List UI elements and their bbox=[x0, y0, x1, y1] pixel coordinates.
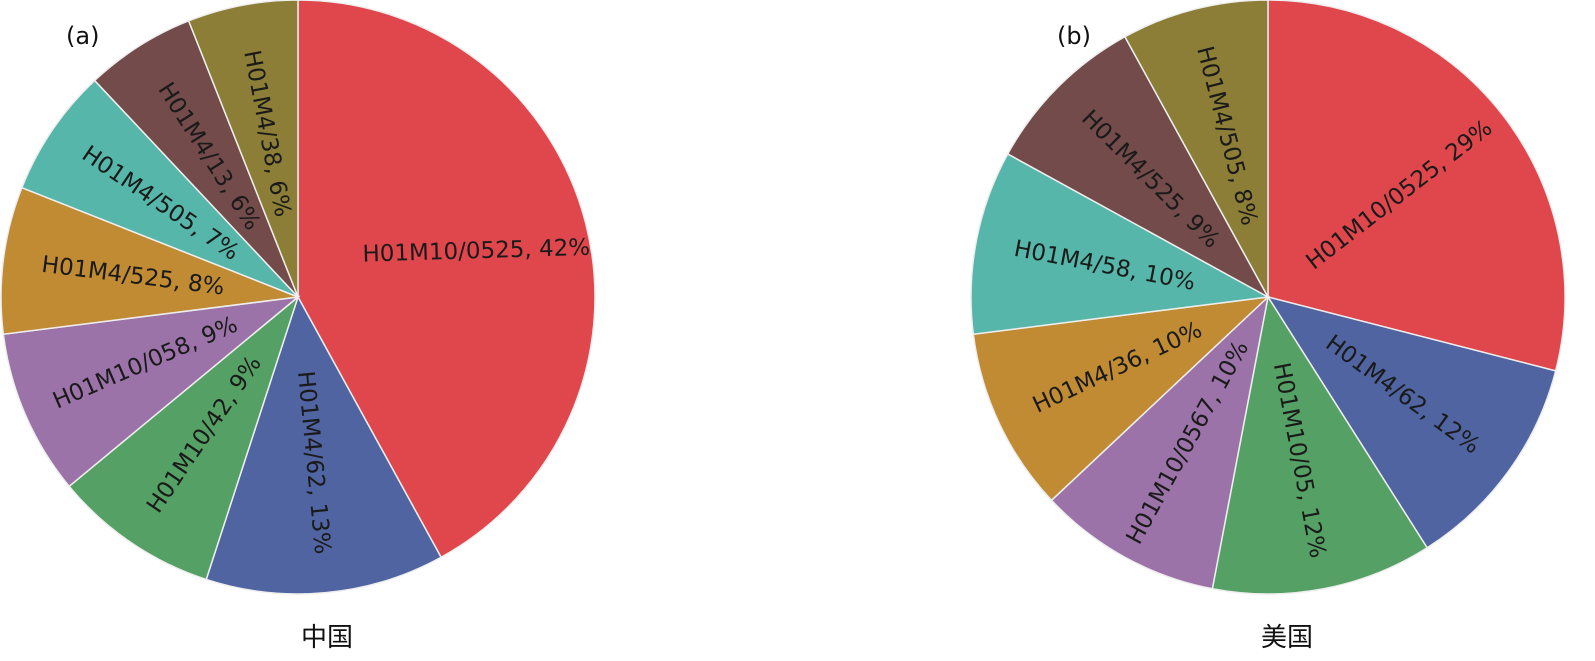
pie-b-slice-5 bbox=[972, 295, 1271, 502]
pie-b-slice-4 bbox=[1050, 294, 1270, 590]
pie-a-slice-3 bbox=[68, 294, 300, 581]
pie-b-slice-2 bbox=[1266, 295, 1557, 549]
pie-b-slice-7 bbox=[1006, 35, 1270, 299]
pie-a-slice-6 bbox=[20, 79, 299, 298]
pie-b-slice-1 bbox=[1267, 0, 1566, 372]
pie-a-slice-4 bbox=[2, 295, 301, 488]
caption-a: 中国 bbox=[301, 623, 353, 653]
pie-a-slice-5 bbox=[0, 186, 299, 336]
pie-a-slice-2 bbox=[205, 295, 443, 595]
caption-b: 美国 bbox=[1261, 623, 1313, 653]
pie-b-slice-8 bbox=[1123, 0, 1269, 298]
pie-a-slice-1 bbox=[297, 0, 596, 559]
pie-b-slice-6 bbox=[970, 152, 1271, 336]
pie-b-slice-3 bbox=[1211, 294, 1429, 595]
pie-chart-b: H01M10/0525, 29%H01M4/62, 12%H01M10/05, … bbox=[970, 0, 1566, 595]
pie-chart-a: H01M10/0525, 42%H01M4/62, 13%H01M10/42, … bbox=[0, 0, 596, 595]
pie-a-slice-8 bbox=[187, 0, 299, 298]
panel-label-b: (b) bbox=[1057, 22, 1091, 50]
panel-label-a: (a) bbox=[66, 22, 99, 50]
